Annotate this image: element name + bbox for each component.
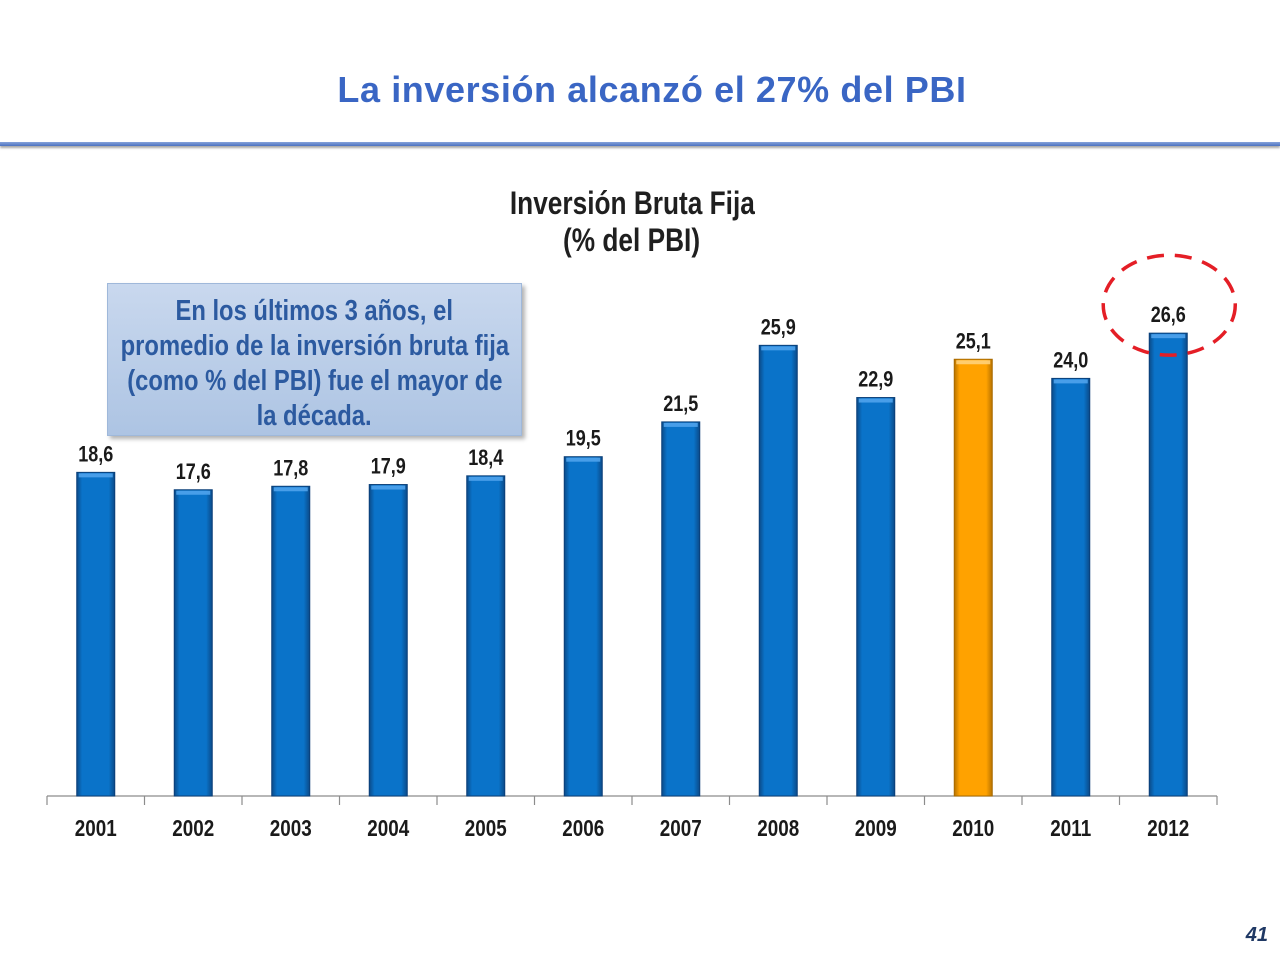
bar-2011 xyxy=(1051,377,1091,797)
data-label: 19,5 xyxy=(566,427,601,451)
bar-2012 xyxy=(1148,332,1188,797)
title-divider xyxy=(0,142,1280,146)
callout-line: (como % del PBI) fue el mayor de xyxy=(126,365,503,397)
bar-2005 xyxy=(466,475,506,797)
callout-line: promedio de la inversión bruta fija xyxy=(120,330,509,362)
callout-line: En los últimos 3 años, el xyxy=(175,295,454,327)
x-tick-label: 2007 xyxy=(660,816,702,841)
x-tick-label: 2009 xyxy=(855,816,897,841)
x-tick-label: 2008 xyxy=(757,816,799,841)
bar-top-highlight xyxy=(663,422,698,427)
callout-box: En los últimos 3 años, el promedio de la… xyxy=(107,283,522,436)
callout-line: la década. xyxy=(256,400,373,432)
bar-top-highlight xyxy=(566,457,601,462)
bar-top-highlight xyxy=(1053,379,1088,384)
bar-top-highlight xyxy=(371,485,406,490)
bar-2007 xyxy=(661,421,701,797)
bar-top-highlight xyxy=(858,398,893,403)
data-labels: 18,6 17,6 17,8 17,9 18,4 19,5 21,5 25,9 22,9 25,1… xyxy=(78,304,1186,485)
bar-2002 xyxy=(173,489,213,797)
data-label: 17,9 xyxy=(371,455,406,479)
bar-2006 xyxy=(563,456,603,797)
bar-2010 xyxy=(953,358,993,797)
data-label: 25,1 xyxy=(956,330,991,354)
bar-top-highlight xyxy=(1151,334,1186,339)
data-label: 21,5 xyxy=(663,392,698,416)
bar-top-highlight xyxy=(761,346,796,351)
data-label: 24,0 xyxy=(1053,349,1088,373)
bar-top-highlight xyxy=(176,490,211,495)
annotation-circle xyxy=(1101,253,1237,357)
bar-2003 xyxy=(271,485,311,797)
x-tick-label: 2012 xyxy=(1147,816,1189,841)
data-label: 18,4 xyxy=(468,446,504,470)
bar-top-highlight xyxy=(468,476,503,481)
page-number: 41 xyxy=(1245,924,1268,946)
x-tick-label: 2002 xyxy=(172,816,214,841)
data-label: 22,9 xyxy=(858,368,893,392)
bar-top-highlight xyxy=(273,487,308,492)
data-label: 17,6 xyxy=(176,460,211,484)
x-tick-label: 2011 xyxy=(1050,816,1091,841)
x-tick-label: 2003 xyxy=(270,816,312,841)
bar-top-highlight xyxy=(956,360,991,365)
chart-title: Inversión Bruta Fija xyxy=(509,185,755,221)
data-label: 17,8 xyxy=(273,457,308,481)
data-label: 18,6 xyxy=(78,443,113,467)
x-tick-label: 2010 xyxy=(952,816,994,841)
x-axis: 2001 2002 2003 2004 2005 2006 2007 2008 2009 2010… xyxy=(46,795,1218,841)
chart-subtitle: (% del PBI) xyxy=(563,222,701,258)
x-tick-label: 2005 xyxy=(465,816,507,841)
data-label: 25,9 xyxy=(761,316,796,340)
chart-heading: Inversión Bruta Fija (% del PBI) xyxy=(432,185,832,259)
x-tick-label: 2001 xyxy=(75,816,117,841)
bar-series xyxy=(76,332,1188,797)
bar-2004 xyxy=(368,484,408,797)
data-label: 26,6 xyxy=(1151,304,1186,328)
slide-title: La inversión alcanzó el 27% del PBI xyxy=(337,69,967,110)
bar-2009 xyxy=(856,397,896,797)
bar-2008 xyxy=(758,344,798,797)
x-tick-label: 2004 xyxy=(367,816,409,841)
bar-top-highlight xyxy=(78,473,113,478)
bar-2001 xyxy=(76,471,116,797)
x-tick-label: 2006 xyxy=(562,816,604,841)
